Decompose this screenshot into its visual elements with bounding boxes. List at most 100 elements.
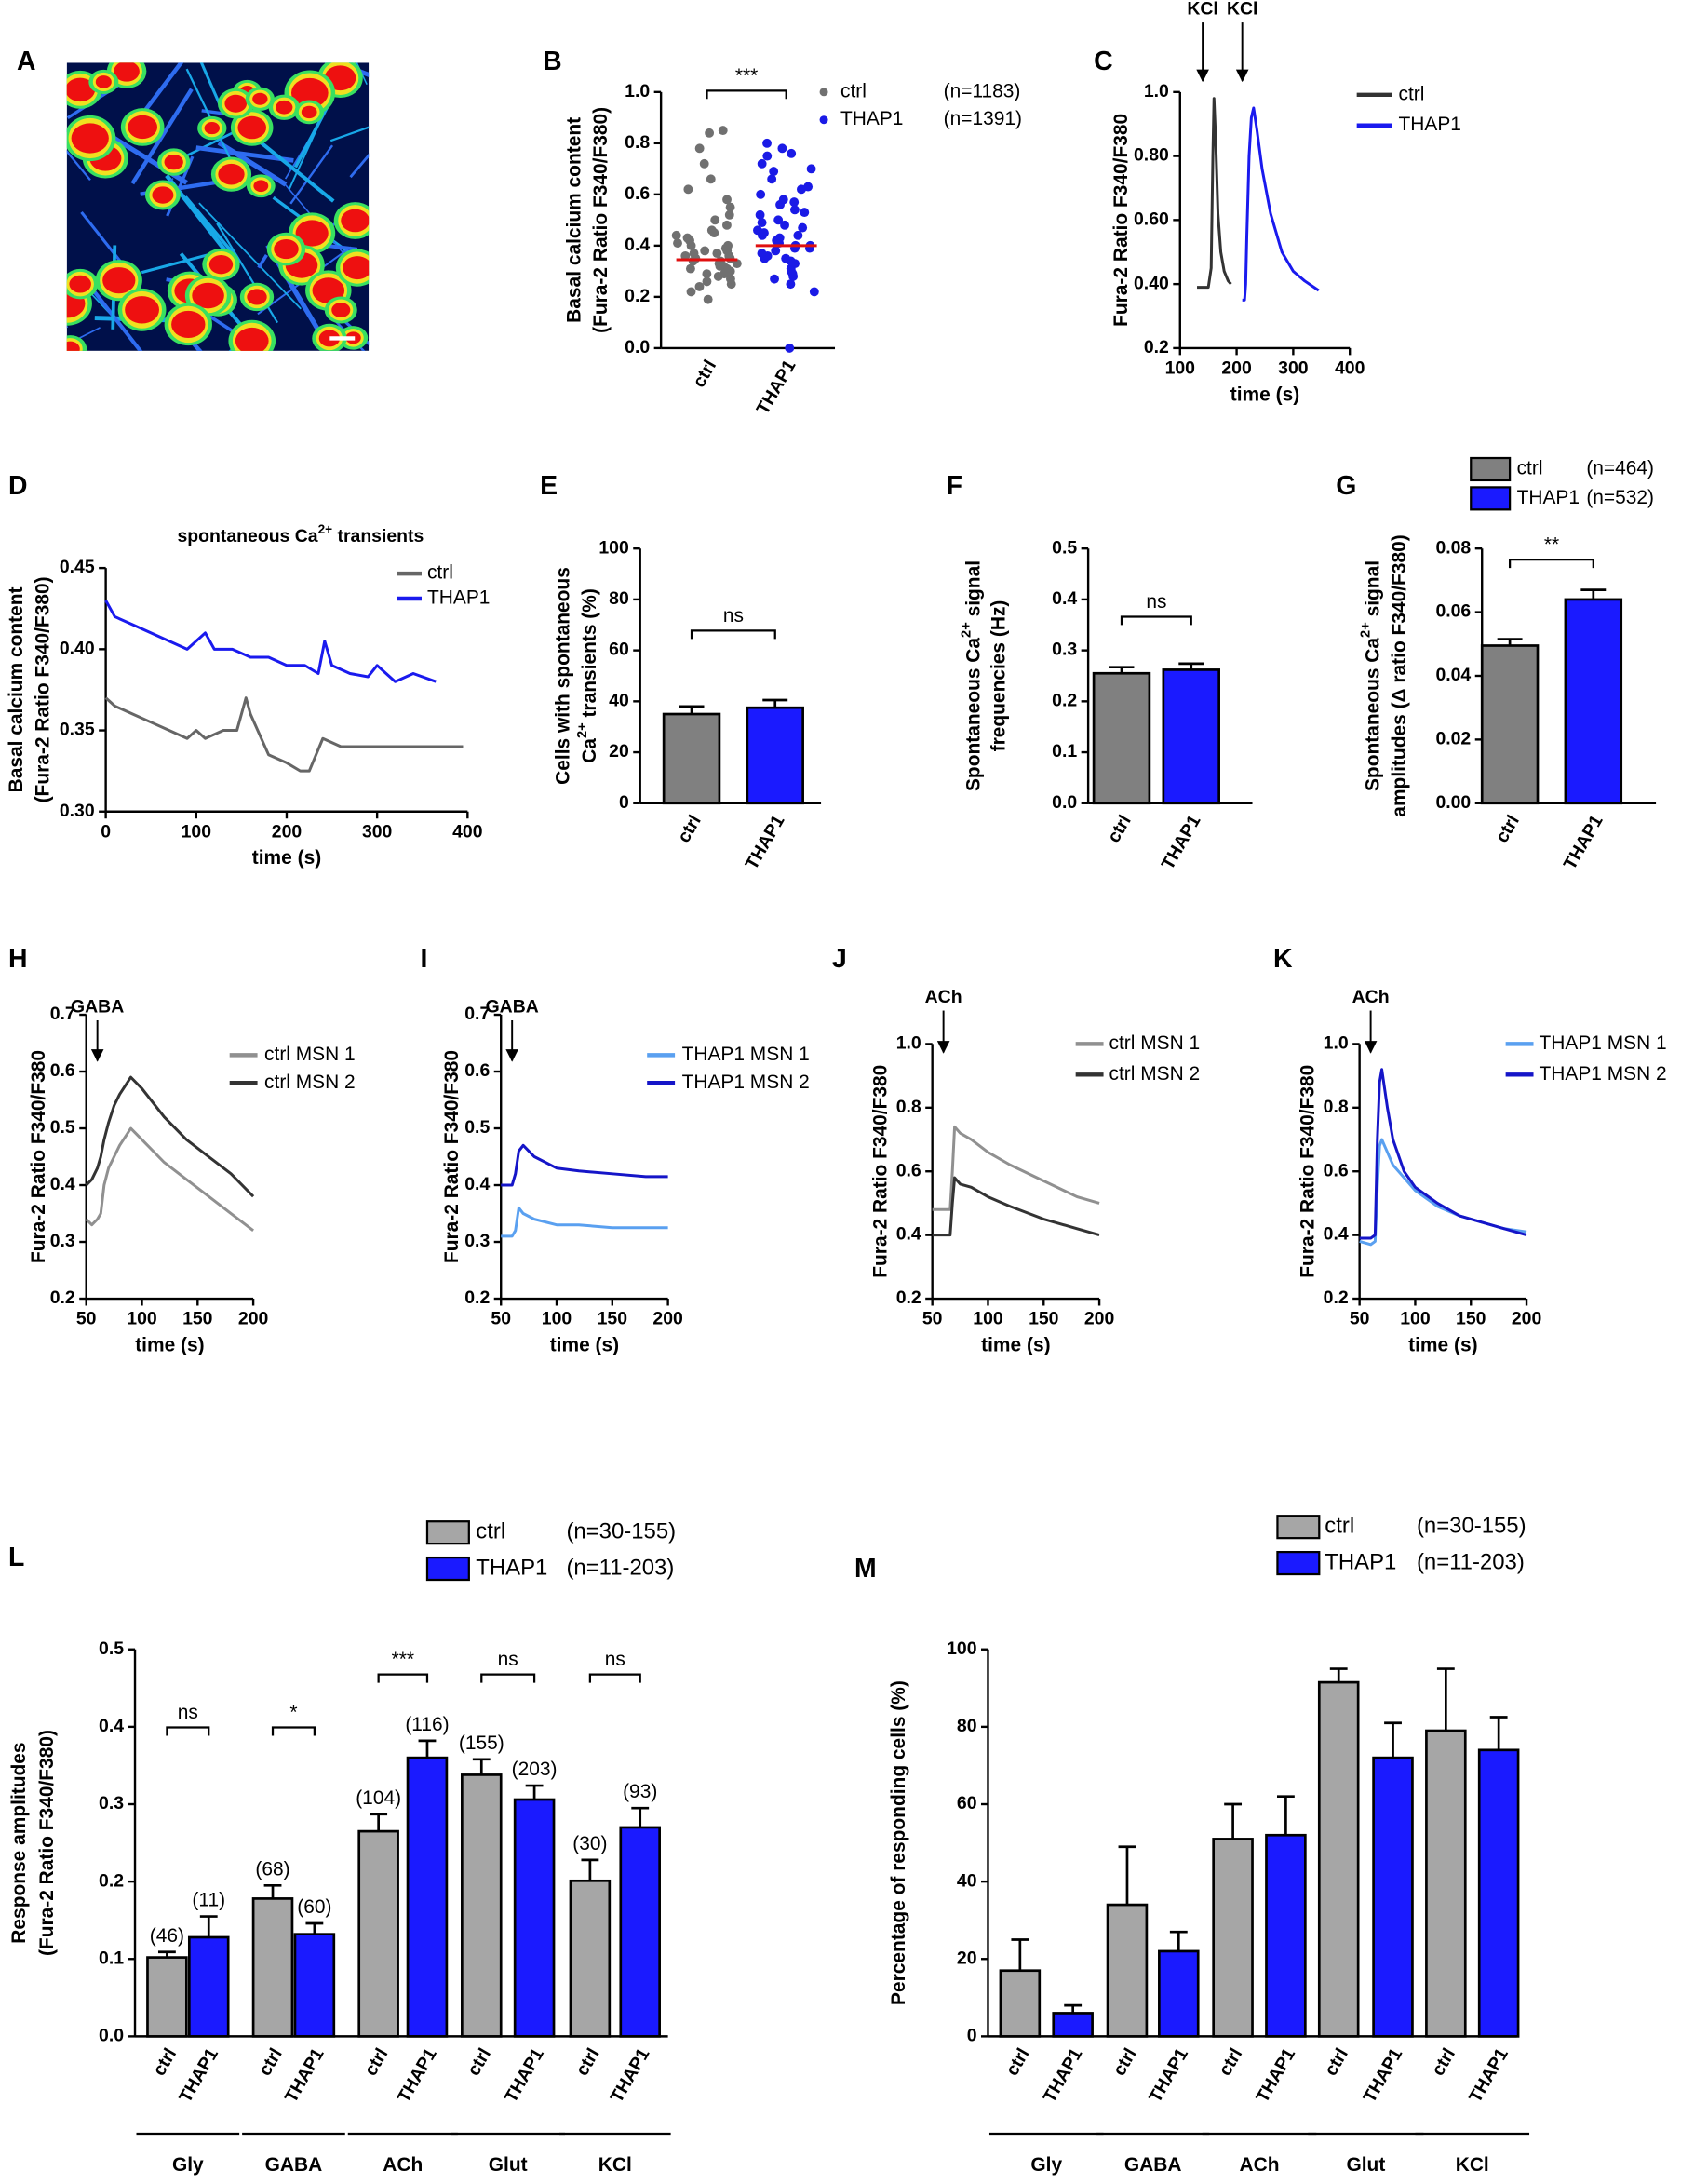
- y-tick-label: 0.6: [625, 183, 650, 204]
- y-tick-label: 1.0: [896, 1033, 921, 1054]
- cell-body: [114, 62, 140, 82]
- y-tick-label: 0.04: [1435, 665, 1471, 685]
- dot: [774, 233, 785, 243]
- dot: [682, 233, 693, 243]
- x-tick-label: 100: [127, 1309, 156, 1329]
- y-tick-label: 0.08: [1435, 537, 1471, 558]
- x-tick-label: ctrl: [674, 812, 706, 846]
- y-axis-label: Fura-2 Ratio F340/F380: [440, 1050, 462, 1263]
- y-axis-label: (Fura-2 Ratio F340/F380): [35, 1730, 57, 1956]
- significance-label: ns: [723, 605, 744, 627]
- trace: [1197, 97, 1232, 290]
- x-tick-label: ctrl: [255, 2044, 287, 2079]
- neurite: [185, 68, 231, 158]
- count-label: (116): [405, 1714, 449, 1735]
- dot: [705, 128, 715, 138]
- y-tick-label: 0.3: [99, 1793, 124, 1813]
- x-tick-label: 400: [452, 821, 482, 842]
- trace: [104, 696, 464, 773]
- group-label: GABA: [265, 2154, 323, 2176]
- cell-body: [276, 100, 293, 115]
- legend-label: THAP1 MSN 2: [1540, 1063, 1667, 1085]
- neurite: [217, 141, 288, 187]
- bar: [1212, 1838, 1254, 2038]
- dot: [787, 148, 797, 158]
- trace: [85, 1075, 255, 1198]
- count-label: (60): [297, 1896, 331, 1918]
- error-bar: [631, 1806, 650, 1827]
- y-tick-label: 0.5: [99, 1638, 124, 1659]
- legend-label: THAP1 MSN 1: [682, 1044, 810, 1065]
- count-label: (104): [356, 1787, 401, 1809]
- dot: [703, 294, 713, 304]
- cell-body: [208, 255, 234, 275]
- panel-label: F: [947, 471, 962, 501]
- cell-body: [312, 277, 345, 303]
- neurite: [87, 284, 143, 351]
- y-axis-label: frequencies (Hz): [988, 600, 1009, 752]
- y-tick-label: 0.3: [1052, 640, 1077, 660]
- cell-body: [224, 94, 248, 113]
- error-bar: [1064, 2003, 1083, 2014]
- y-axis-label-part: 2+: [575, 722, 590, 738]
- x-tick-label: 200: [1221, 357, 1251, 378]
- dot: [753, 225, 762, 236]
- legend-marker: [819, 115, 828, 125]
- dot: [798, 222, 808, 233]
- cell-body: [66, 77, 96, 102]
- dot: [778, 195, 788, 205]
- dot: [797, 184, 806, 195]
- x-tick-label: THAP1: [1145, 2044, 1192, 2106]
- x-tick-label: 100: [1400, 1309, 1430, 1329]
- legend-marker: [425, 1556, 470, 1582]
- x-tick-label: 100: [182, 821, 211, 842]
- y-tick-label: 0.6: [50, 1060, 75, 1081]
- y-tick-label: 0.02: [1435, 729, 1471, 749]
- neurite: [66, 128, 72, 136]
- y-tick-label: 0.0: [625, 337, 650, 357]
- legend-n: (n=532): [1586, 487, 1654, 508]
- error-bar: [1329, 1667, 1348, 1683]
- group-label: Gly: [172, 2154, 204, 2176]
- error-bar: [472, 1758, 491, 1775]
- annotation: ACh: [1352, 987, 1390, 1007]
- error-bar: [679, 705, 705, 715]
- neurite: [349, 153, 370, 179]
- cell-body: [218, 163, 245, 185]
- dot: [757, 218, 767, 228]
- y-tick-label: 40: [609, 690, 629, 710]
- cell-body: [128, 115, 157, 140]
- y-tick-label: 0.2: [464, 1287, 490, 1308]
- panel-label: I: [421, 944, 428, 974]
- cell-body: [204, 122, 221, 135]
- y-axis-label: (Fura-2 Ratio F340/F380): [32, 576, 53, 802]
- group-label: Gly: [1030, 2154, 1062, 2176]
- legend-label: THAP1: [1517, 487, 1580, 508]
- dot: [757, 158, 767, 169]
- x-tick-label: ctrl: [1002, 2044, 1033, 2079]
- dot: [723, 240, 733, 250]
- significance-bracket: [377, 1673, 429, 1683]
- y-tick-label: 0.06: [1435, 601, 1471, 622]
- y-tick-label: 0.6: [1324, 1160, 1349, 1180]
- dot: [680, 250, 691, 261]
- y-axis-label-part: Percentage of responding cells (%): [887, 1680, 908, 2005]
- x-tick-label: ctrl: [1428, 2044, 1459, 2079]
- dot: [702, 276, 712, 287]
- legend-label: ctrl: [1517, 458, 1543, 479]
- y-tick-label: 0.0: [1052, 792, 1077, 813]
- significance-label: ns: [1146, 591, 1166, 613]
- y-axis-label: Fura-2 Ratio F340/F380: [1297, 1065, 1318, 1278]
- y-tick-label: 20: [957, 1948, 977, 1968]
- legend-label: THAP1: [427, 587, 490, 609]
- dot: [722, 195, 732, 205]
- bar: [1372, 1756, 1414, 2038]
- group-label: KCl: [598, 2154, 632, 2176]
- legend-label: THAP1: [1325, 1549, 1396, 1574]
- y-axis-label: Basal calcium content: [563, 117, 585, 323]
- legend-label: THAP1: [840, 108, 903, 129]
- y-tick-label: 0.1: [99, 1948, 124, 1968]
- panel-label: E: [540, 471, 558, 501]
- cell-body: [318, 330, 341, 347]
